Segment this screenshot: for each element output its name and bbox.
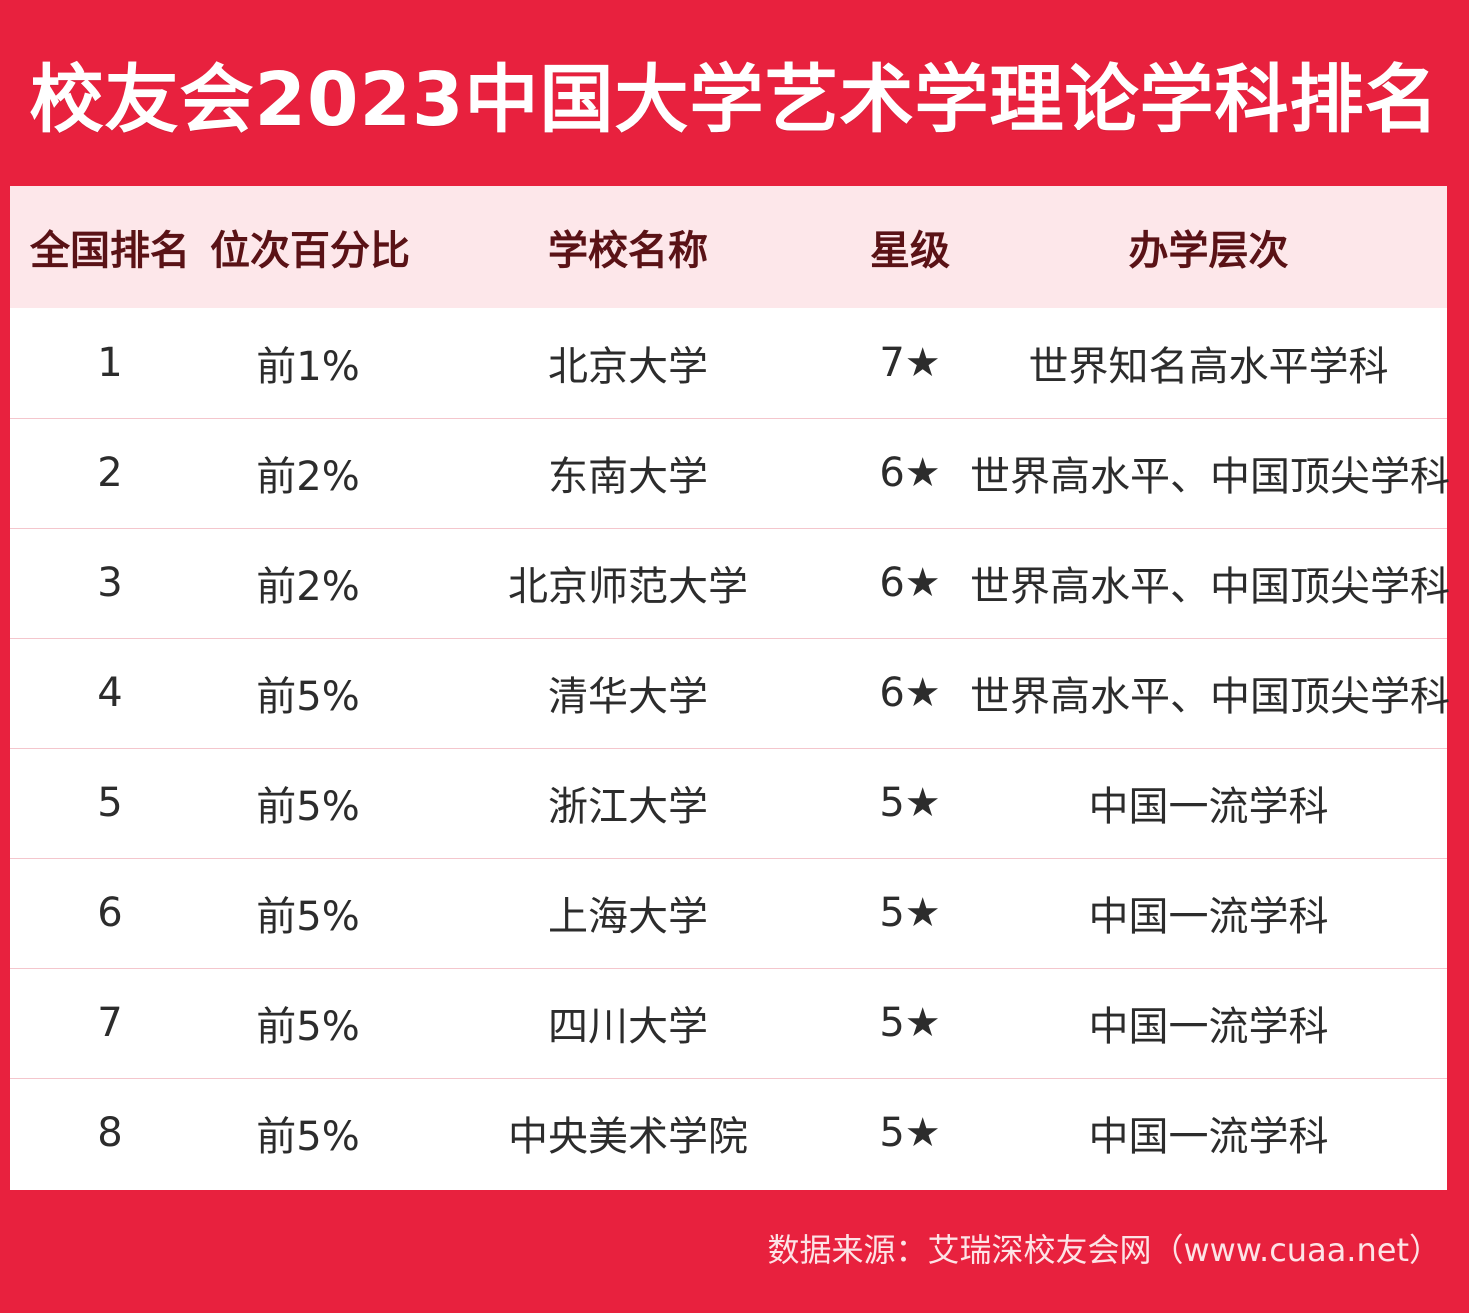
cell-percentile: 前5% <box>210 857 406 968</box>
cell-stars: 6★ <box>850 637 970 748</box>
table-row: 8 前5% 中央美术学院 5★ 中国一流学科 <box>10 1077 1447 1188</box>
table-row: 5 前5% 浙江大学 5★ 中国一流学科 <box>10 747 1447 858</box>
cell-school: 东南大学 <box>406 417 850 528</box>
cell-percentile: 前2% <box>210 417 406 528</box>
cell-school: 北京师范大学 <box>406 527 850 638</box>
header-level: 办学层次 <box>1128 228 1289 274</box>
cell-school: 北京大学 <box>548 343 708 390</box>
cell-stars: 5★ <box>850 857 970 968</box>
cell-school: 中央美术学院 <box>406 1077 850 1188</box>
cell-school: 清华大学 <box>406 637 850 748</box>
cell-stars: 5★ <box>850 1077 970 1188</box>
cell-rank: 8 <box>10 1077 210 1188</box>
cell-rank: 4 <box>10 637 210 748</box>
cell-percentile: 前5% <box>210 747 406 858</box>
table-row: 7 前5% 四川大学 5★ 中国一流学科 <box>10 967 1447 1078</box>
header-stars: 星级 <box>870 228 950 274</box>
cell-stars: 6★ <box>850 417 970 528</box>
table-row: 3 前2% 北京师范大学 6★ 世界高水平、中国顶尖学科 <box>10 527 1450 638</box>
data-source-note: 数据来源：艾瑞深校友会网（www.cuaa.net） <box>767 1231 1441 1269</box>
cell-level: 中国一流学科 <box>970 967 1447 1078</box>
ranking-table: 全国排名 位次百分比 学校名称 星级 办学层次 1 前1% 北京大学 7★ 世界… <box>10 186 1450 1188</box>
cell-level: 世界高水平、中国顶尖学科 <box>970 417 1450 528</box>
cell-stars: 6★ <box>850 527 970 638</box>
cell-percentile: 前5% <box>210 637 406 748</box>
page-title: 校友会2023中国大学艺术学理论学科排名 <box>29 56 1440 143</box>
ranking-table-container: 全国排名 位次百分比 学校名称 星级 办学层次 1 前1% 北京大学 7★ 世界… <box>10 186 1450 1190</box>
header-school: 学校名称 <box>548 228 708 274</box>
cell-stars: 5★ <box>850 967 970 1078</box>
cell-level: 中国一流学科 <box>970 747 1447 858</box>
cell-school: 上海大学 <box>406 857 850 968</box>
header-rank: 全国排名 <box>30 228 190 274</box>
cell-school: 四川大学 <box>406 967 850 1078</box>
cell-rank: 5 <box>10 747 210 858</box>
cell-rank: 3 <box>10 527 210 638</box>
table-row: 4 前5% 清华大学 6★ 世界高水平、中国顶尖学科 <box>10 637 1450 748</box>
table-row: 1 前1% 北京大学 7★ 世界知名高水平学科 <box>10 308 1447 418</box>
cell-level: 世界高水平、中国顶尖学科 <box>970 527 1450 638</box>
table-header-row: 全国排名 位次百分比 学校名称 星级 办学层次 <box>10 186 1447 308</box>
header-percentile: 位次百分比 <box>210 228 410 274</box>
cell-percentile: 前2% <box>210 527 406 638</box>
cell-rank: 6 <box>10 857 210 968</box>
cell-rank: 2 <box>10 417 210 528</box>
cell-level: 世界高水平、中国顶尖学科 <box>970 637 1450 748</box>
cell-level: 中国一流学科 <box>970 1077 1447 1188</box>
cell-percentile: 前1% <box>256 343 360 390</box>
cell-rank: 1 <box>97 339 123 386</box>
cell-rank: 7 <box>10 967 210 1078</box>
cell-stars: 7★ <box>879 339 941 386</box>
cell-school: 浙江大学 <box>406 747 850 858</box>
table-row: 6 前5% 上海大学 5★ 中国一流学科 <box>10 857 1447 968</box>
cell-level: 世界知名高水平学科 <box>1028 343 1389 390</box>
cell-level: 中国一流学科 <box>970 857 1447 968</box>
cell-stars: 5★ <box>850 747 970 858</box>
cell-percentile: 前5% <box>210 1077 406 1188</box>
cell-percentile: 前5% <box>210 967 406 1078</box>
table-row: 2 前2% 东南大学 6★ 世界高水平、中国顶尖学科 <box>10 417 1450 528</box>
